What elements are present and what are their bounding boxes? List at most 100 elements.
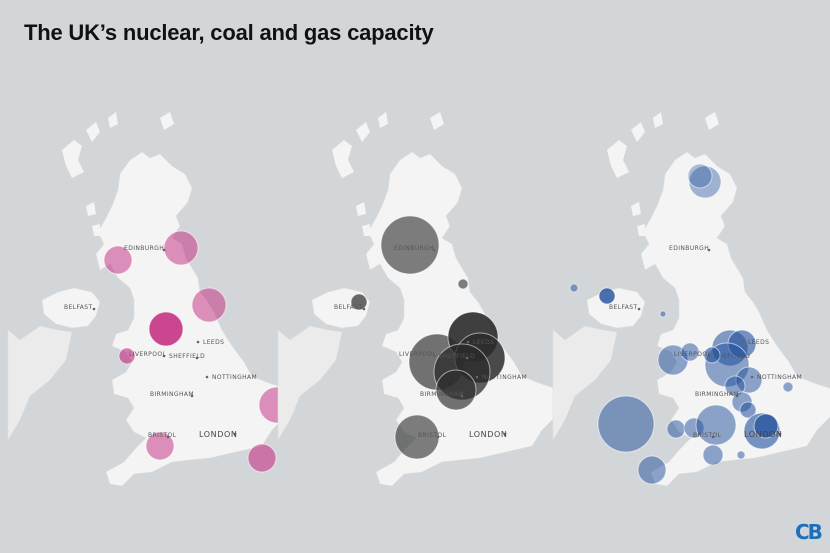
- city-dot-liverpool: [162, 354, 166, 358]
- ireland-landmass: [552, 325, 618, 441]
- city-dot-edinburgh: [432, 248, 436, 252]
- capacity-bubble: [695, 404, 737, 446]
- island-landmass: [631, 202, 641, 216]
- city-dot-london: [503, 432, 507, 436]
- island-landmass: [62, 140, 84, 178]
- city-label-bristol: BRISTOL: [693, 432, 722, 439]
- city-dot-bristol: [711, 435, 715, 439]
- capacity-bubble: [148, 311, 184, 347]
- capacity-bubble: [680, 342, 700, 362]
- capacity-bubble: [702, 444, 724, 466]
- capacity-bubble: [598, 287, 616, 305]
- city-label-liverpool: LIVERPOOL: [399, 351, 436, 358]
- city-label-sheffield: SHEFFIELD: [714, 353, 750, 360]
- city-label-edinburgh: EDINBURGH: [394, 245, 434, 252]
- city-dot-leeds: [196, 340, 200, 344]
- city-dot-edinburgh: [162, 248, 166, 252]
- capacity-bubble: [688, 165, 722, 199]
- city-dot-sheffield: [740, 356, 744, 360]
- island-landmass: [92, 224, 100, 236]
- capacity-bubble: [350, 293, 368, 311]
- island-landmass: [86, 202, 96, 216]
- capacity-bubble: [736, 450, 746, 460]
- city-label-leeds: LEEDS: [473, 339, 494, 346]
- island-landmass: [160, 112, 174, 130]
- capacity-bubble: [782, 381, 794, 393]
- capacity-bubble: [191, 287, 227, 323]
- capacity-bubble: [380, 215, 440, 275]
- city-dot-birmingham: [735, 394, 739, 398]
- city-label-sheffield: SHEFFIELD: [169, 353, 205, 360]
- island-landmass: [637, 224, 645, 236]
- city-label-nottingham: NOTTINGHAM: [482, 374, 527, 381]
- northern-ireland-landmass: [41, 287, 101, 329]
- city-dot-belfast: [362, 307, 366, 311]
- city-dot-london: [778, 432, 782, 436]
- city-dot-liverpool: [707, 354, 711, 358]
- city-label-bristol: BRISTOL: [418, 432, 447, 439]
- city-dot-nottingham: [475, 375, 479, 379]
- city-dot-leeds: [466, 340, 470, 344]
- city-dot-bristol: [166, 435, 170, 439]
- city-label-london: LONDON: [744, 430, 783, 439]
- capacity-bubble: [435, 369, 477, 411]
- capacity-bubble: [163, 230, 199, 266]
- city-label-belfast: BELFAST: [334, 304, 363, 311]
- island-landmass: [362, 224, 370, 236]
- capacity-bubble: [753, 413, 779, 439]
- page-title: The UK’s nuclear, coal and gas capacity: [24, 20, 434, 45]
- city-dot-london: [233, 432, 237, 436]
- city-dot-bristol: [436, 435, 440, 439]
- city-label-nottingham: NOTTINGHAM: [757, 374, 802, 381]
- island-landmass: [607, 140, 629, 178]
- city-label-leeds: LEEDS: [748, 339, 769, 346]
- island-landmass: [378, 112, 388, 128]
- capacity-bubble: [739, 401, 757, 419]
- city-label-liverpool: LIVERPOOL: [129, 351, 166, 358]
- city-dot-sheffield: [465, 356, 469, 360]
- island-landmass: [356, 122, 370, 142]
- city-label-birmingham: BIRMINGHAM: [695, 391, 739, 398]
- capacity-bubble: [247, 443, 277, 473]
- capacity-bubble: [103, 245, 133, 275]
- capacity-bubble: [597, 395, 655, 453]
- capacity-bubble: [687, 163, 713, 189]
- capacity-bubble: [666, 419, 686, 439]
- city-label-edinburgh: EDINBURGH: [124, 245, 164, 252]
- capacity-bubble: [569, 283, 579, 293]
- island-landmass: [631, 122, 645, 142]
- city-label-leeds: LEEDS: [203, 339, 224, 346]
- city-dot-edinburgh: [707, 248, 711, 252]
- island-landmass: [653, 112, 663, 128]
- city-label-london: LONDON: [199, 430, 238, 439]
- island-landmass: [332, 140, 354, 178]
- capacity-bubble: [457, 278, 469, 290]
- city-dot-sheffield: [195, 356, 199, 360]
- great-britain-landmass: [640, 151, 830, 487]
- city-label-sheffield: SHEFFIELD: [439, 353, 475, 360]
- ireland-landmass: [277, 325, 343, 441]
- city-dot-belfast: [637, 307, 641, 311]
- map-gas: EDINBURGH BELFAST LEEDS LIVERPOOL SHEFFIELD N…: [552, 112, 830, 487]
- capacity-bubble: [703, 346, 721, 364]
- city-label-edinburgh: EDINBURGH: [669, 245, 709, 252]
- island-landmass: [108, 112, 118, 128]
- city-dot-nottingham: [750, 375, 754, 379]
- city-dot-liverpool: [432, 354, 436, 358]
- carbonbrief-logo: CB: [795, 520, 823, 544]
- city-dot-nottingham: [205, 375, 209, 379]
- map-nuclear: EDINBURGH BELFAST LEEDS LIVERPOOL SHEFFIELD N…: [7, 112, 297, 487]
- city-label-liverpool: LIVERPOOL: [674, 351, 711, 358]
- city-label-nottingham: NOTTINGHAM: [212, 374, 257, 381]
- city-dot-belfast: [92, 307, 96, 311]
- capacity-bubble: [145, 431, 175, 461]
- city-label-belfast: BELFAST: [609, 304, 638, 311]
- city-label-birmingham: BIRMINGHAM: [420, 391, 464, 398]
- island-landmass: [705, 112, 719, 130]
- island-landmass: [356, 202, 366, 216]
- bubbles-gas: [569, 163, 794, 485]
- island-landmass: [86, 122, 100, 142]
- city-label-bristol: BRISTOL: [148, 432, 177, 439]
- great-britain-landmass: [95, 151, 297, 487]
